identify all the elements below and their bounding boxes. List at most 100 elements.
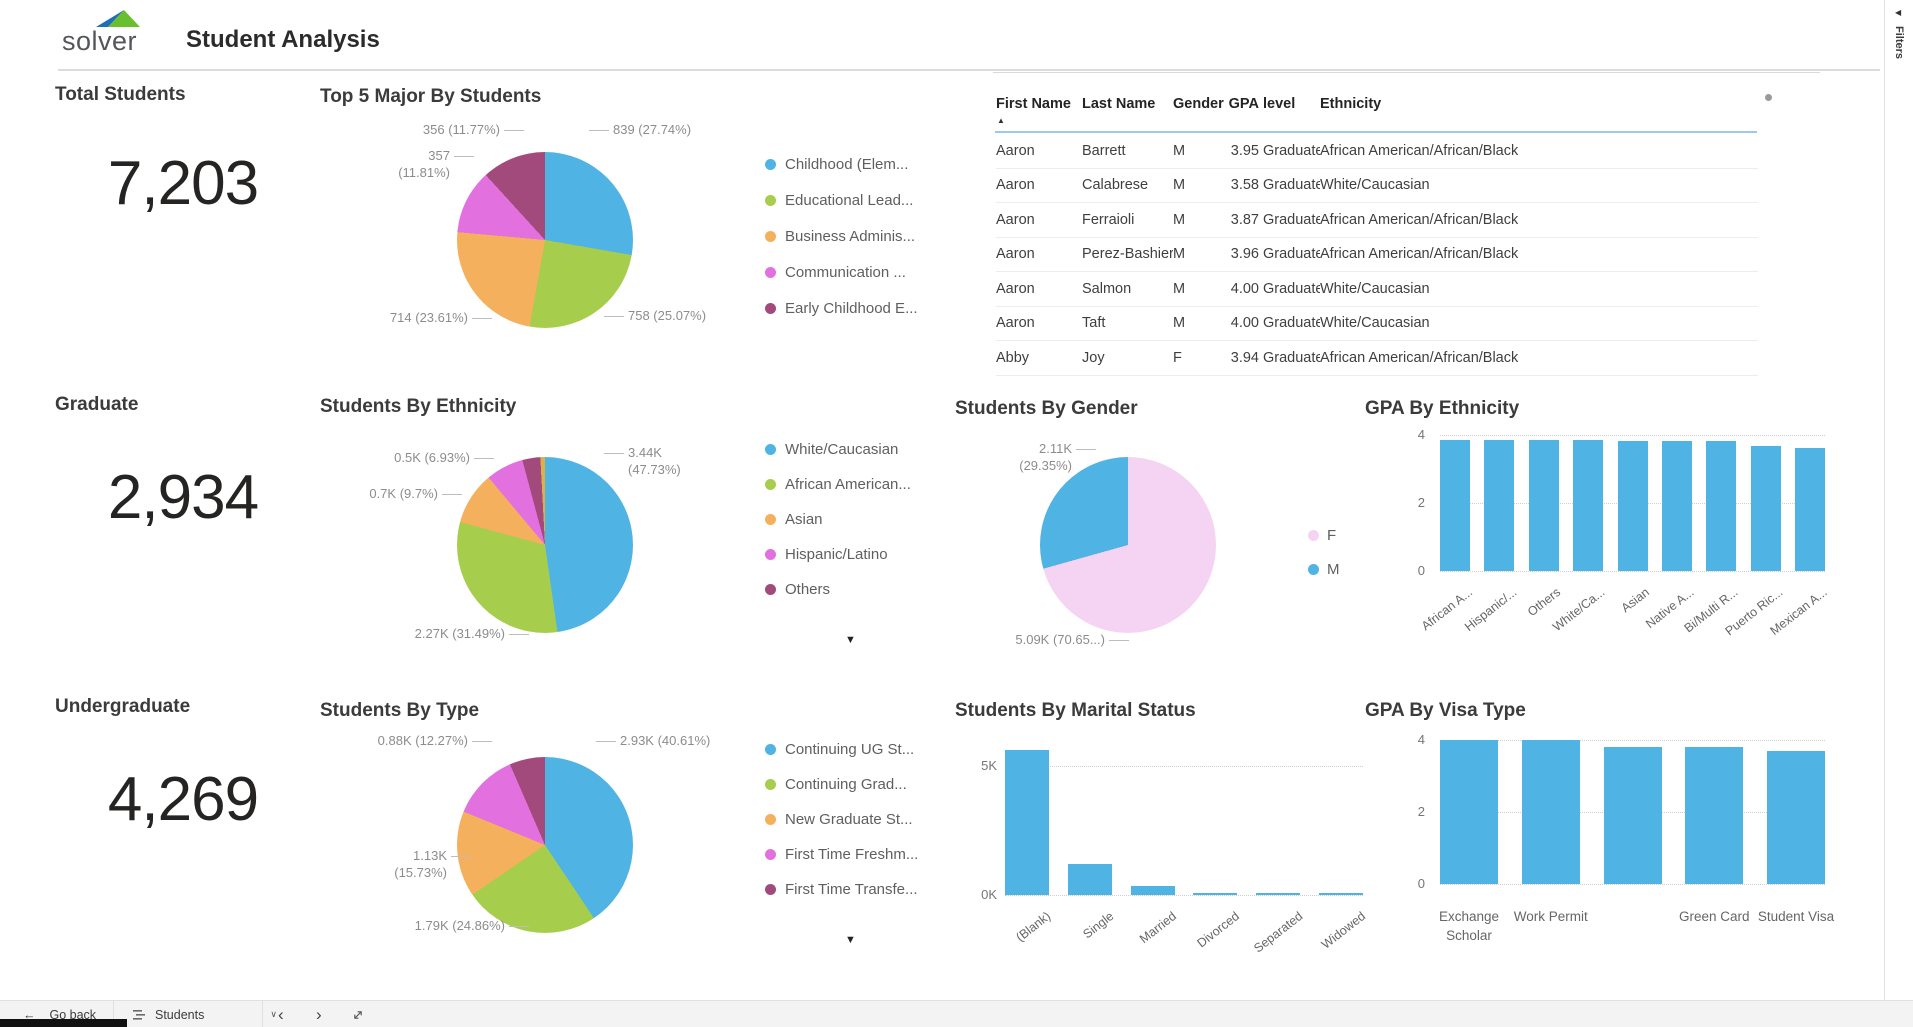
- bar[interactable]: [1256, 893, 1301, 895]
- bar[interactable]: [1750, 446, 1781, 571]
- legend-label: Childhood (Elem...: [785, 155, 909, 173]
- legend-item[interactable]: Continuing UG St...: [765, 732, 918, 767]
- legend-dot: [765, 158, 776, 170]
- current-page-label: Students: [155, 1007, 205, 1022]
- pie-label: 2.27K (31.49%): [383, 626, 529, 643]
- column-header-gender[interactable]: Gender: [1173, 96, 1224, 112]
- legend-item[interactable]: Communication ...: [765, 254, 918, 290]
- bar[interactable]: [1573, 440, 1604, 571]
- legend-more-arrow[interactable]: ▼: [845, 934, 856, 946]
- page-selector[interactable]: Students ∨: [133, 1001, 277, 1027]
- legend-item[interactable]: African American...: [765, 467, 911, 502]
- next-page-button[interactable]: ›: [316, 1001, 322, 1027]
- x-axis-label: Married: [1137, 909, 1180, 947]
- bar[interactable]: [1440, 440, 1470, 571]
- chart-students-by-type: Students By Type 2.93K (40.61%) 0.88K (1…: [320, 700, 960, 1000]
- table-cell: 3.58: [1230, 177, 1259, 194]
- bottombar-divider: [113, 1001, 114, 1027]
- bar[interactable]: [1603, 747, 1662, 884]
- pie-students-by-ethnicity[interactable]: [457, 457, 633, 633]
- table-cell: M: [1173, 211, 1186, 228]
- filters-panel-collapsed[interactable]: ◀ Filters: [1884, 0, 1913, 1000]
- bar[interactable]: [1795, 448, 1825, 571]
- bar[interactable]: [1193, 893, 1238, 895]
- legend-item[interactable]: Hispanic/Latino: [765, 537, 911, 572]
- bar[interactable]: [1617, 441, 1648, 571]
- table-row[interactable]: Aaron Salmon M 4.00 Graduate White/Caucasian: [996, 272, 1758, 307]
- pie-top5-major[interactable]: [457, 152, 633, 328]
- kpi-total-students-label: Total Students: [55, 84, 186, 105]
- legend-item[interactable]: Continuing Grad...: [765, 767, 918, 802]
- bar[interactable]: [1767, 751, 1825, 884]
- bar[interactable]: [1130, 886, 1175, 895]
- x-axis-label: Puerto Ric...: [1722, 585, 1786, 639]
- column-header-gpa[interactable]: GPA: [1228, 96, 1259, 112]
- bar[interactable]: [1521, 740, 1580, 884]
- legend-more-arrow[interactable]: ▼: [845, 634, 856, 646]
- sort-ascending-icon[interactable]: ▲: [997, 116, 1005, 125]
- bottom-navigation-bar: ← Go back Students ∨ ‹ › Solver - Higher…: [0, 1000, 1913, 1027]
- gridline: [1440, 571, 1825, 572]
- table-cell: Graduate: [1263, 349, 1320, 366]
- table-row[interactable]: Aaron Barrett M 3.95 Graduate African America…: [996, 134, 1758, 169]
- column-header-last-name[interactable]: Last Name: [1082, 96, 1156, 112]
- bar[interactable]: [1440, 740, 1498, 884]
- legend-label: New Graduate St...: [785, 811, 913, 828]
- bar[interactable]: [1318, 893, 1363, 895]
- bar[interactable]: [1661, 441, 1692, 571]
- bar[interactable]: [1706, 441, 1737, 571]
- legend-item[interactable]: Asian: [765, 502, 911, 537]
- expand-filters-icon[interactable]: ◀: [1895, 8, 1902, 17]
- solver-logo-text: solver: [62, 26, 138, 56]
- table-cell: 3.94: [1230, 349, 1259, 366]
- chevron-right-icon: ›: [316, 1004, 322, 1024]
- x-axis-label: White/Ca...: [1550, 585, 1608, 635]
- focus-mode-button[interactable]: [352, 1001, 364, 1027]
- x-axis-label: Asian: [1618, 585, 1653, 616]
- column-header-first-name[interactable]: First Name: [996, 96, 1071, 112]
- pie-students-by-type[interactable]: [457, 757, 633, 933]
- x-axis-label: Native A...: [1642, 585, 1697, 632]
- chevron-down-icon: ∨: [270, 1009, 277, 1019]
- legend-label: First Time Transfe...: [785, 881, 918, 898]
- legend-dot: [765, 444, 776, 455]
- legend-item[interactable]: White/Caucasian: [765, 432, 911, 467]
- header-divider: [58, 69, 1880, 71]
- legend-item[interactable]: Childhood (Elem...: [765, 146, 918, 182]
- legend-item[interactable]: Business Adminis...: [765, 218, 918, 254]
- bar[interactable]: [1484, 440, 1515, 571]
- previous-page-button[interactable]: ‹: [278, 1001, 284, 1027]
- table-row[interactable]: Aaron Ferraioli M 3.87 Graduate African Ameri…: [996, 203, 1758, 238]
- legend-item[interactable]: First Time Freshm...: [765, 837, 918, 872]
- table-row[interactable]: Aaron Calabrese M 3.58 Graduate White/Caucasi…: [996, 169, 1758, 203]
- legend-label: M: [1327, 560, 1340, 578]
- pie-students-by-gender[interactable]: [1040, 457, 1216, 633]
- column-header-ethnicity[interactable]: Ethnicity: [1320, 96, 1382, 112]
- pie-label: 758 (25.07%): [603, 308, 707, 323]
- table-cell: M: [1173, 280, 1186, 297]
- table-cell: Taft: [1082, 315, 1106, 332]
- column-header-level[interactable]: level: [1263, 96, 1296, 112]
- legend-item[interactable]: Others: [765, 572, 911, 607]
- table-cell: Perez-Bashier: [1082, 246, 1173, 263]
- table-row[interactable]: Abby Joy F 3.94 Graduate African American/Afr…: [996, 341, 1758, 376]
- bar[interactable]: [1685, 747, 1744, 884]
- table-header-underline: [995, 131, 1757, 133]
- legend-item[interactable]: M: [1308, 552, 1340, 586]
- legend-item[interactable]: First Time Transfe...: [765, 872, 918, 907]
- legend-item[interactable]: New Graduate St...: [765, 802, 918, 837]
- table-cell: White/Caucasian: [1320, 315, 1430, 332]
- table-row[interactable]: Aaron Taft M 4.00 Graduate White/Caucasian: [996, 307, 1758, 341]
- bar[interactable]: [1528, 440, 1559, 571]
- legend-dot: [765, 230, 776, 242]
- legend-item[interactable]: Educational Lead...: [765, 182, 918, 218]
- bar[interactable]: [1005, 750, 1049, 895]
- solver-logo-icon: [96, 10, 140, 27]
- legend-item[interactable]: F: [1308, 518, 1340, 552]
- bar[interactable]: [1067, 864, 1112, 895]
- table-row[interactable]: Aaron Perez-Bashier M 3.96 Graduate African A…: [996, 238, 1758, 272]
- legend-item[interactable]: Early Childhood E...: [765, 290, 918, 326]
- table-options-dot[interactable]: [1765, 94, 1772, 101]
- table-cell: Ferraioli: [1082, 211, 1135, 228]
- go-back-button[interactable]: ← Go back: [23, 1001, 96, 1027]
